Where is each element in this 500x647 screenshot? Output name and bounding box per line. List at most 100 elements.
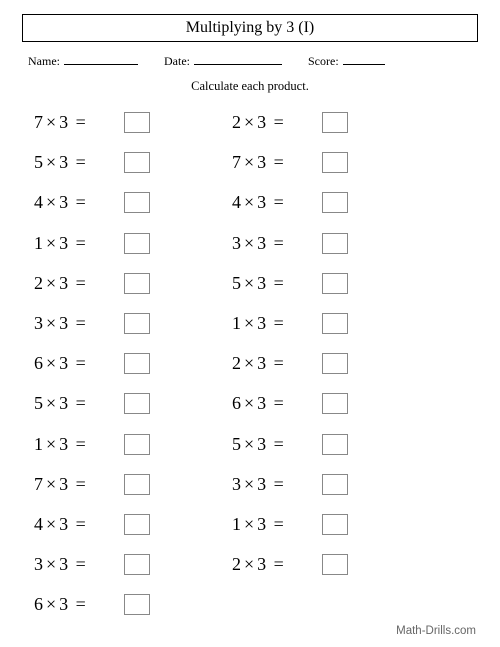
answer-box[interactable] — [124, 353, 150, 374]
score-blank[interactable] — [343, 52, 385, 65]
equals-sign: = — [266, 273, 284, 293]
problem-expression: 5×3 = — [34, 393, 118, 414]
times-icon: × — [241, 233, 257, 253]
answer-box[interactable] — [322, 393, 348, 414]
problem-expression: 2×3 = — [232, 112, 316, 133]
times-icon: × — [241, 393, 257, 413]
times-icon: × — [241, 313, 257, 333]
equals-sign: = — [68, 313, 86, 333]
answer-box[interactable] — [124, 152, 150, 173]
operand-a: 2 — [232, 554, 241, 574]
equals-sign: = — [266, 313, 284, 333]
answer-box[interactable] — [322, 192, 348, 213]
problem-expression: 2×3 = — [232, 554, 316, 575]
problem-columns: 7×3 =5×3 =4×3 =1×3 =2×3 =3×3 =6×3 =5×3 =… — [22, 112, 478, 615]
footer-attribution: Math-Drills.com — [396, 625, 476, 637]
operand-a: 3 — [34, 554, 43, 574]
equals-sign: = — [266, 474, 284, 494]
problem-row: 7×3 = — [232, 152, 348, 173]
answer-box[interactable] — [124, 313, 150, 334]
equals-sign: = — [68, 353, 86, 373]
operand-b: 3 — [257, 554, 266, 574]
operand-b: 3 — [59, 192, 68, 212]
answer-box[interactable] — [322, 514, 348, 535]
times-icon: × — [43, 353, 59, 373]
operand-b: 3 — [257, 514, 266, 534]
problem-expression: 4×3 = — [232, 192, 316, 213]
problem-row: 6×3 = — [34, 353, 150, 374]
problem-expression: 2×3 = — [34, 273, 118, 294]
operand-b: 3 — [59, 594, 68, 614]
problem-row: 5×3 = — [232, 273, 348, 294]
operand-a: 6 — [34, 594, 43, 614]
answer-box[interactable] — [322, 273, 348, 294]
name-blank[interactable] — [64, 52, 138, 65]
problem-expression: 7×3 = — [34, 474, 118, 495]
problem-expression: 5×3 = — [232, 434, 316, 455]
problem-expression: 6×3 = — [34, 594, 118, 615]
answer-box[interactable] — [322, 233, 348, 254]
operand-a: 1 — [232, 514, 241, 534]
equals-sign: = — [68, 393, 86, 413]
operand-b: 3 — [59, 434, 68, 454]
operand-a: 7 — [34, 112, 43, 132]
answer-box[interactable] — [124, 514, 150, 535]
problem-expression: 4×3 = — [34, 192, 118, 213]
problem-expression: 6×3 = — [34, 353, 118, 374]
answer-box[interactable] — [124, 594, 150, 615]
date-blank[interactable] — [194, 52, 282, 65]
problem-expression: 3×3 = — [232, 474, 316, 495]
problem-row: 7×3 = — [34, 112, 150, 133]
times-icon: × — [241, 514, 257, 534]
times-icon: × — [43, 273, 59, 293]
answer-box[interactable] — [124, 434, 150, 455]
operand-b: 3 — [257, 192, 266, 212]
operand-b: 3 — [59, 474, 68, 494]
date-label: Date: — [164, 54, 190, 69]
answer-box[interactable] — [124, 112, 150, 133]
problem-row: 7×3 = — [34, 474, 150, 495]
answer-box[interactable] — [124, 273, 150, 294]
operand-a: 5 — [232, 273, 241, 293]
answer-box[interactable] — [322, 353, 348, 374]
times-icon: × — [43, 474, 59, 494]
times-icon: × — [241, 152, 257, 172]
answer-box[interactable] — [322, 554, 348, 575]
equals-sign: = — [68, 474, 86, 494]
operand-a: 6 — [34, 353, 43, 373]
answer-box[interactable] — [322, 313, 348, 334]
problem-expression: 5×3 = — [232, 273, 316, 294]
times-icon: × — [43, 554, 59, 574]
equals-sign: = — [266, 353, 284, 373]
answer-box[interactable] — [322, 434, 348, 455]
times-icon: × — [43, 594, 59, 614]
answer-box[interactable] — [124, 233, 150, 254]
answer-box[interactable] — [124, 393, 150, 414]
times-icon: × — [241, 474, 257, 494]
operand-a: 7 — [34, 474, 43, 494]
problem-expression: 6×3 = — [232, 393, 316, 414]
operand-a: 7 — [232, 152, 241, 172]
answer-box[interactable] — [322, 474, 348, 495]
score-label: Score: — [308, 54, 339, 69]
problem-row: 1×3 = — [232, 514, 348, 535]
times-icon: × — [43, 313, 59, 333]
operand-b: 3 — [59, 393, 68, 413]
problem-expression: 7×3 = — [232, 152, 316, 173]
operand-a: 3 — [232, 474, 241, 494]
problem-row: 3×3 = — [232, 233, 348, 254]
problem-row: 6×3 = — [34, 594, 150, 615]
equals-sign: = — [68, 514, 86, 534]
worksheet-title: Multiplying by 3 (I) — [22, 14, 478, 42]
operand-b: 3 — [59, 313, 68, 333]
answer-box[interactable] — [124, 192, 150, 213]
answer-box[interactable] — [322, 152, 348, 173]
times-icon: × — [241, 353, 257, 373]
answer-box[interactable] — [322, 112, 348, 133]
operand-a: 4 — [34, 514, 43, 534]
times-icon: × — [43, 434, 59, 454]
answer-box[interactable] — [124, 474, 150, 495]
operand-a: 5 — [34, 152, 43, 172]
problem-row: 2×3 = — [232, 554, 348, 575]
answer-box[interactable] — [124, 554, 150, 575]
